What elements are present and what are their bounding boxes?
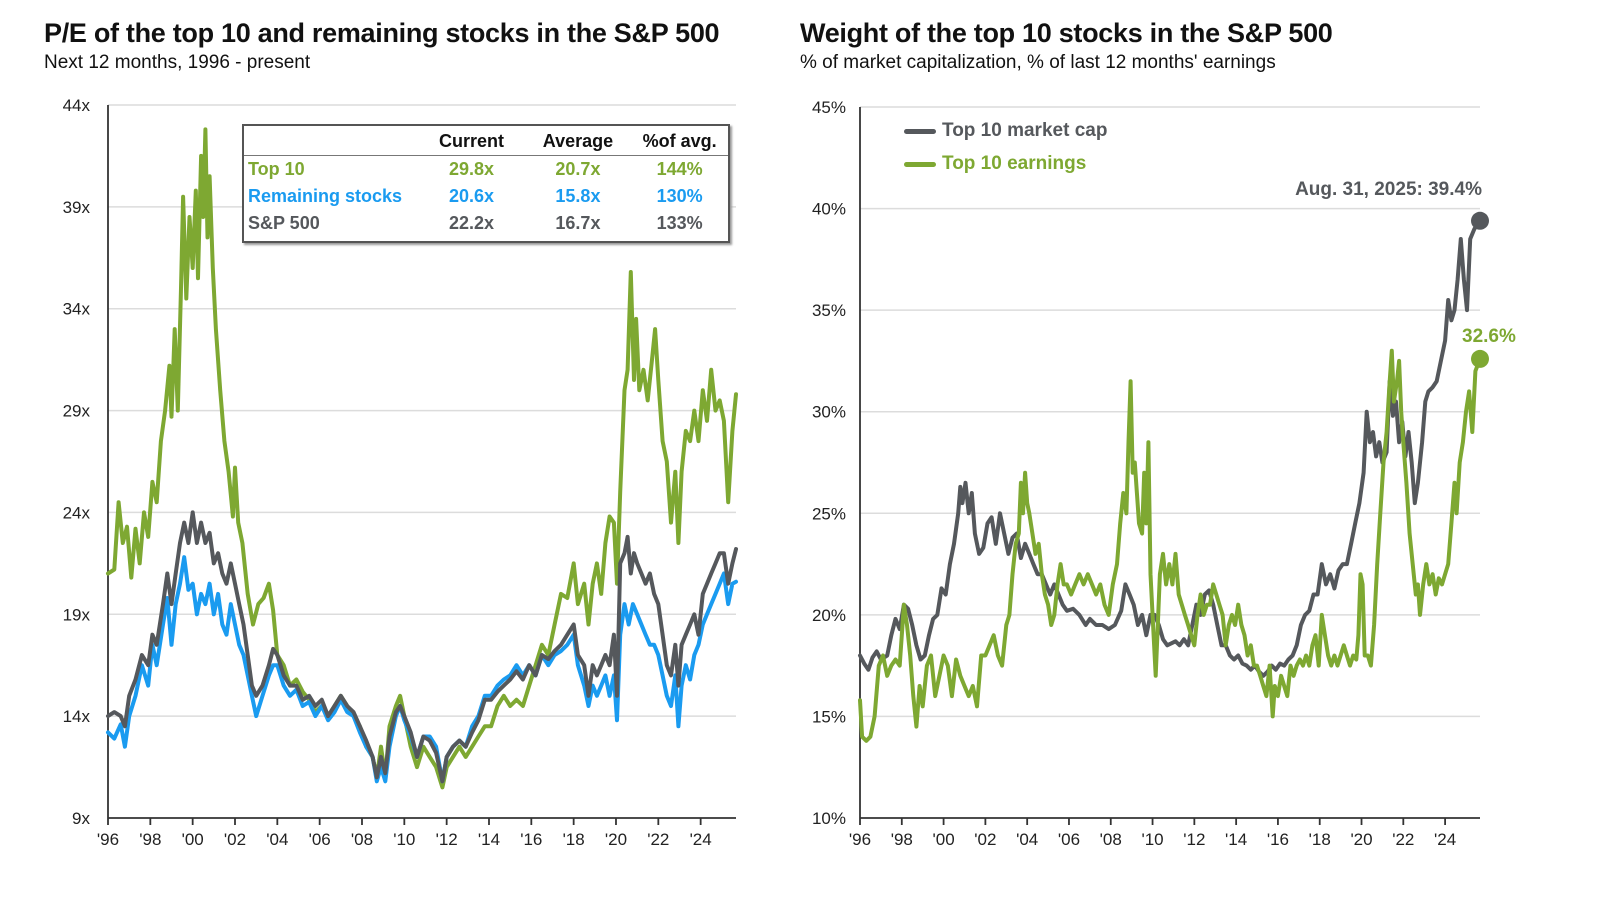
series-line-top-10-earnings bbox=[858, 348, 1482, 743]
table-header-current: Current bbox=[418, 126, 525, 156]
x-tick-label: '22 bbox=[647, 830, 669, 849]
x-tick-label: '10 bbox=[393, 830, 415, 849]
x-tick-label: '00 bbox=[933, 830, 955, 849]
y-tick-label: 35% bbox=[812, 301, 846, 320]
y-tick-label: 20% bbox=[812, 606, 846, 625]
row-label: Top 10 bbox=[248, 159, 305, 179]
legend-label-earnings: Top 10 earnings bbox=[942, 153, 1087, 174]
x-tick-label: '10 bbox=[1141, 830, 1163, 849]
right-chart-subtitle: % of market capitalization, % of last 12… bbox=[800, 52, 1276, 73]
x-tick-label: '14 bbox=[478, 830, 500, 849]
y-tick-label: 14x bbox=[63, 707, 91, 726]
y-tick-label: 39x bbox=[63, 198, 91, 217]
legend-item-market-cap: Top 10 market cap bbox=[904, 120, 1107, 142]
x-tick-label: '18 bbox=[1309, 830, 1331, 849]
x-tick-label: '16 bbox=[520, 830, 542, 849]
y-tick-label: 15% bbox=[812, 707, 846, 726]
table-header-row: Current Average %of avg. bbox=[244, 126, 728, 156]
end-point-marker bbox=[1471, 211, 1489, 230]
left-chart-title: P/E of the top 10 and remaining stocks i… bbox=[44, 18, 720, 48]
annotation-earnings-end: 32.6% bbox=[1462, 326, 1516, 347]
legend-item-earnings: Top 10 earnings bbox=[904, 153, 1086, 175]
current-value: 22.2x bbox=[448, 213, 494, 233]
left-chart-subtitle: Next 12 months, 1996 - present bbox=[44, 52, 311, 73]
table-header-average: Average bbox=[524, 126, 632, 156]
x-tick-label: '24 bbox=[1434, 830, 1456, 849]
y-tick-label: 44x bbox=[63, 96, 91, 115]
x-tick-label: '24 bbox=[690, 830, 712, 849]
y-tick-label: 10% bbox=[812, 809, 846, 828]
series-line-remaining-stocks bbox=[106, 555, 738, 784]
table-header-pct-of-avg: %of avg. bbox=[631, 126, 728, 156]
table-row: Remaining stocks 20.6x 15.8x 130% bbox=[244, 183, 728, 210]
pct-of-avg-value: 130% bbox=[656, 186, 703, 206]
y-tick-label: 34x bbox=[63, 300, 91, 319]
legend-swatch-earnings bbox=[904, 161, 936, 167]
pe-chart: 9x 14x 19x 24x 29x 34x 39x 44x '96 '98 '00 '02 '04 '0… bbox=[63, 96, 738, 849]
series-line-s-p-500 bbox=[106, 510, 738, 784]
current-value: 29.8x bbox=[448, 159, 494, 179]
x-tick-label: '98 bbox=[891, 830, 913, 849]
row-label: S&P 500 bbox=[248, 213, 320, 233]
y-tick-label: 29x bbox=[63, 402, 91, 421]
x-tick-label: '96 bbox=[97, 830, 119, 849]
x-tick-label: '18 bbox=[563, 830, 585, 849]
x-tick-label: '06 bbox=[309, 830, 331, 849]
x-tick-label: '08 bbox=[351, 830, 373, 849]
y-tick-label: 19x bbox=[63, 605, 91, 624]
x-tick-label: '06 bbox=[1058, 830, 1080, 849]
x-tick-label: '02 bbox=[974, 830, 996, 849]
legend-swatch-market-cap bbox=[904, 128, 936, 134]
x-tick-label: '12 bbox=[1183, 830, 1205, 849]
annotation-market-cap-end: Aug. 31, 2025: 39.4% bbox=[1295, 179, 1482, 200]
table-header-blank bbox=[244, 126, 419, 156]
x-tick-label: '04 bbox=[1016, 830, 1038, 849]
table-row: Top 10 29.8x 20.7x 144% bbox=[244, 156, 728, 184]
legend-label-market-cap: Top 10 market cap bbox=[942, 120, 1108, 141]
end-point-marker bbox=[1471, 349, 1489, 368]
x-tick-label: '08 bbox=[1100, 830, 1122, 849]
pe-summary-table: Current Average %of avg. Top 10 29.8x 20… bbox=[242, 124, 730, 243]
average-value: 16.7x bbox=[555, 213, 601, 233]
current-value: 20.6x bbox=[448, 186, 494, 206]
series-line-top-10-market-cap bbox=[858, 218, 1482, 678]
x-tick-label: '16 bbox=[1267, 830, 1289, 849]
x-tick-label: '98 bbox=[139, 830, 161, 849]
x-tick-label: '02 bbox=[224, 830, 246, 849]
y-tick-label: 45% bbox=[812, 98, 846, 117]
x-tick-label: '20 bbox=[605, 830, 627, 849]
x-tick-label: '22 bbox=[1392, 830, 1414, 849]
weight-chart: 10% 15% 20% 25% 30% 35% 40% 45% '96 '98 '00 '02 '04 '… bbox=[812, 98, 1489, 849]
x-tick-label: '04 bbox=[266, 830, 288, 849]
table-row: S&P 500 22.2x 16.7x 133% bbox=[244, 210, 728, 237]
pct-of-avg-value: 133% bbox=[656, 213, 703, 233]
y-tick-label: 24x bbox=[63, 503, 91, 522]
y-tick-label: 9x bbox=[72, 809, 90, 828]
x-tick-label: '20 bbox=[1350, 830, 1372, 849]
y-tick-label: 40% bbox=[812, 200, 846, 219]
x-tick-label: '96 bbox=[849, 830, 871, 849]
x-tick-label: '12 bbox=[436, 830, 458, 849]
pct-of-avg-value: 144% bbox=[656, 159, 703, 179]
average-value: 15.8x bbox=[555, 186, 601, 206]
y-tick-label: 30% bbox=[812, 403, 846, 422]
row-label: Remaining stocks bbox=[248, 186, 403, 206]
right-chart-title: Weight of the top 10 stocks in the S&P 5… bbox=[800, 18, 1333, 48]
average-value: 20.7x bbox=[555, 159, 601, 179]
y-tick-label: 25% bbox=[812, 504, 846, 523]
x-tick-label: '14 bbox=[1225, 830, 1247, 849]
x-tick-label: '00 bbox=[182, 830, 204, 849]
